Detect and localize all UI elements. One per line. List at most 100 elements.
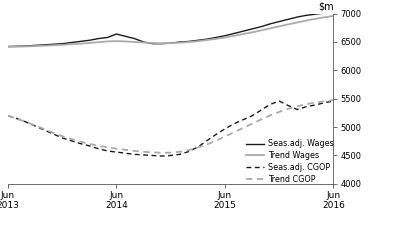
Trend CGOP — [15, 117, 19, 120]
Trend Wages — [60, 44, 65, 46]
Trend CGOP — [177, 151, 182, 153]
Trend CGOP — [123, 148, 128, 151]
Seas.adj. Wages — [78, 40, 83, 43]
Trend CGOP — [96, 145, 101, 147]
Trend Wages — [250, 31, 254, 34]
Seas.adj. CGOP — [241, 118, 245, 121]
Trend CGOP — [277, 111, 281, 113]
Seas.adj. CGOP — [96, 147, 101, 150]
Trend Wages — [195, 40, 200, 42]
Trend Wages — [6, 45, 10, 48]
Seas.adj. CGOP — [141, 154, 146, 156]
Trend CGOP — [204, 143, 209, 146]
Trend CGOP — [132, 150, 137, 152]
Seas.adj. CGOP — [268, 103, 273, 106]
Trend Wages — [105, 40, 110, 43]
Trend CGOP — [214, 139, 218, 142]
Seas.adj. Wages — [123, 35, 128, 38]
Seas.adj. CGOP — [204, 139, 209, 142]
Trend Wages — [322, 16, 327, 19]
Seas.adj. Wages — [277, 20, 281, 23]
Line: Seas.adj. CGOP: Seas.adj. CGOP — [8, 101, 333, 156]
Seas.adj. CGOP — [168, 154, 173, 157]
Seas.adj. CGOP — [195, 146, 200, 148]
Seas.adj. Wages — [259, 25, 264, 28]
Trend Wages — [204, 39, 209, 41]
Seas.adj. CGOP — [231, 122, 236, 125]
Trend Wages — [24, 45, 29, 48]
Seas.adj. Wages — [250, 28, 254, 30]
Trend Wages — [214, 37, 218, 40]
Trend CGOP — [159, 151, 164, 154]
Trend Wages — [69, 43, 73, 46]
Seas.adj. Wages — [241, 30, 245, 33]
Seas.adj. CGOP — [214, 133, 218, 136]
Seas.adj. Wages — [268, 22, 273, 25]
Seas.adj. CGOP — [150, 154, 155, 157]
Trend CGOP — [250, 122, 254, 125]
Seas.adj. CGOP — [250, 114, 254, 117]
Trend CGOP — [33, 124, 37, 127]
Trend Wages — [223, 36, 227, 39]
Seas.adj. Wages — [42, 44, 46, 46]
Seas.adj. CGOP — [33, 125, 37, 127]
Trend CGOP — [223, 135, 227, 138]
Seas.adj. Wages — [114, 33, 119, 35]
Trend Wages — [78, 42, 83, 45]
Trend Wages — [313, 17, 318, 20]
Seas.adj. CGOP — [60, 137, 65, 139]
Seas.adj. Wages — [24, 44, 29, 47]
Seas.adj. CGOP — [159, 155, 164, 158]
Seas.adj. CGOP — [295, 108, 300, 111]
Trend Wages — [114, 40, 119, 42]
Seas.adj. CGOP — [78, 142, 83, 145]
Seas.adj. CGOP — [42, 129, 46, 131]
Trend CGOP — [241, 127, 245, 129]
Seas.adj. Wages — [69, 41, 73, 44]
Trend CGOP — [268, 114, 273, 117]
Seas.adj. Wages — [159, 42, 164, 45]
Seas.adj. Wages — [286, 18, 291, 21]
Trend CGOP — [168, 151, 173, 154]
Trend CGOP — [69, 138, 73, 140]
Line: Trend CGOP: Trend CGOP — [8, 100, 333, 153]
Trend CGOP — [304, 103, 309, 106]
Trend Wages — [259, 29, 264, 32]
Trend Wages — [51, 44, 56, 47]
Trend CGOP — [78, 140, 83, 143]
Trend CGOP — [195, 146, 200, 149]
Trend Wages — [177, 41, 182, 44]
Trend CGOP — [60, 135, 65, 138]
Legend: Seas.adj. Wages, Trend Wages, Seas.adj. CGOP, Trend CGOP: Seas.adj. Wages, Trend Wages, Seas.adj. … — [246, 139, 333, 184]
Trend Wages — [42, 44, 46, 47]
Seas.adj. Wages — [187, 40, 191, 43]
Seas.adj. CGOP — [132, 153, 137, 156]
Seas.adj. CGOP — [177, 153, 182, 156]
Seas.adj. Wages — [177, 41, 182, 43]
Trend Wages — [331, 15, 336, 17]
Seas.adj. Wages — [132, 37, 137, 40]
Trend Wages — [159, 42, 164, 45]
Trend CGOP — [141, 151, 146, 153]
Seas.adj. CGOP — [114, 151, 119, 153]
Seas.adj. CGOP — [15, 117, 19, 120]
Seas.adj. Wages — [223, 35, 227, 37]
Seas.adj. CGOP — [6, 114, 10, 117]
Trend Wages — [33, 45, 37, 47]
Trend CGOP — [150, 151, 155, 154]
Seas.adj. CGOP — [322, 101, 327, 104]
Trend CGOP — [231, 131, 236, 133]
Trend Wages — [268, 27, 273, 30]
Trend Wages — [277, 25, 281, 28]
Trend CGOP — [313, 101, 318, 104]
Seas.adj. Wages — [150, 42, 155, 45]
Seas.adj. Wages — [304, 14, 309, 17]
Seas.adj. CGOP — [223, 128, 227, 130]
Seas.adj. Wages — [15, 45, 19, 48]
Trend CGOP — [105, 146, 110, 149]
Trend CGOP — [114, 147, 119, 150]
Trend Wages — [286, 23, 291, 26]
Trend CGOP — [42, 128, 46, 131]
Seas.adj. Wages — [295, 16, 300, 18]
Seas.adj. Wages — [60, 42, 65, 45]
